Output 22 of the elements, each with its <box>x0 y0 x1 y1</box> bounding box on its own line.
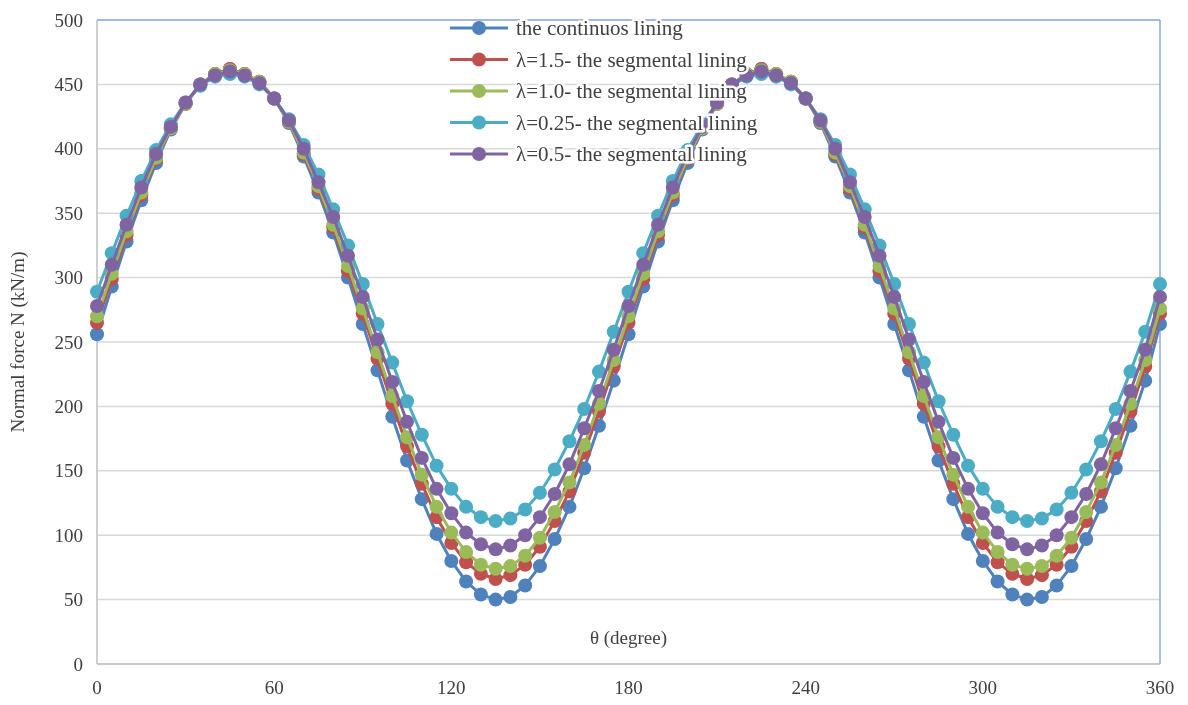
legend-label: λ=1.5- the segmental lining <box>516 47 748 72</box>
x-tick-label: 180 <box>614 677 643 698</box>
x-tick-label: 300 <box>968 677 998 698</box>
legend-label: the continuos lining <box>516 16 684 41</box>
y-tick-label: 200 <box>54 396 83 418</box>
y-tick-label: 0 <box>73 653 83 675</box>
x-tick-label: 0 <box>92 677 102 698</box>
y-tick-label: 100 <box>54 524 83 546</box>
y-tick-label: 300 <box>54 267 83 289</box>
y-tick-label: 250 <box>54 331 83 353</box>
x-tick-label: 120 <box>437 677 466 698</box>
x-tick-label: 60 <box>264 677 284 698</box>
y-tick-label: 150 <box>54 460 83 482</box>
y-axis-title: Normal force N (kN/m) <box>7 251 29 433</box>
y-tick-label: 350 <box>54 202 83 224</box>
y-tick-label: 400 <box>54 138 83 160</box>
y-tick-label: 50 <box>64 589 83 611</box>
y-tick-label: 500 <box>54 9 83 31</box>
y-tick-label: 450 <box>54 74 83 96</box>
x-tick-label: 360 <box>1145 677 1175 698</box>
x-axis-title: θ (degree) <box>589 626 668 649</box>
x-tick-label: 240 <box>791 677 820 698</box>
